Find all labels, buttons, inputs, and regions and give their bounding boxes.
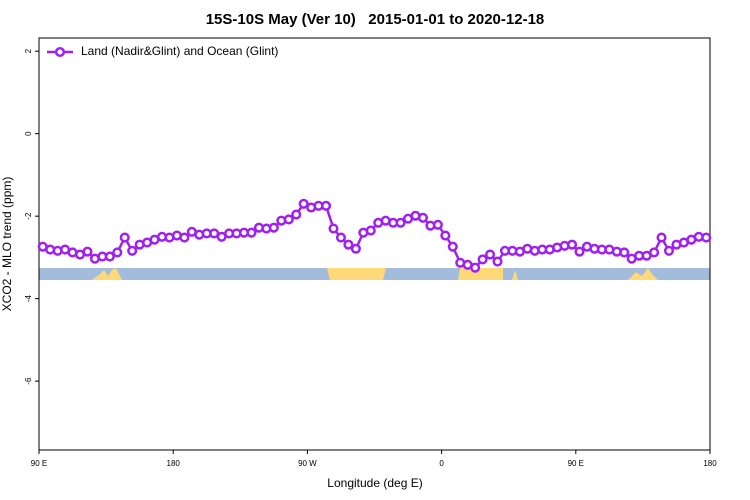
land-strip (458, 268, 503, 280)
y-axis-label: XCO2 - MLO trend (ppm) (0, 177, 14, 312)
x-axis-label: Longitude (deg E) (327, 476, 422, 490)
y-tick-label: -6 (24, 377, 33, 385)
data-point (447, 241, 458, 252)
land-strip (327, 268, 386, 280)
data-point (477, 254, 488, 265)
data-point (119, 232, 130, 243)
y-tick-label: -4 (24, 295, 33, 303)
data-point (417, 212, 429, 223)
data-point (328, 223, 339, 234)
surface-strip (39, 268, 710, 280)
data-point (470, 262, 481, 273)
data-point (663, 245, 675, 256)
data-point (82, 246, 93, 257)
data-point (619, 247, 630, 258)
data-point (320, 200, 332, 211)
x-tick-label: 0 (439, 459, 444, 468)
land-strip (628, 268, 658, 280)
data-point (432, 219, 443, 230)
data-point (291, 209, 302, 220)
data-point (649, 247, 660, 258)
data-point (701, 232, 712, 243)
x-tick-label: 180 (167, 459, 181, 468)
y-tick-label: -2 (24, 212, 33, 220)
chart-title: 15S-10S May (Ver 10) 2015-01-01 to 2020-… (206, 11, 545, 28)
x-tick-label: 90 W (298, 459, 317, 468)
data-point (440, 230, 451, 241)
data-point (298, 198, 309, 209)
legend-label: Land (Nadir&Glint) and Ocean (Glint) (81, 44, 278, 58)
x-tick-label: 90 E (568, 459, 584, 468)
data-point (567, 239, 578, 250)
land-strip (512, 270, 518, 280)
land-strip (92, 268, 122, 280)
data-point (104, 251, 115, 262)
data-point (268, 222, 279, 233)
data-point (246, 227, 257, 238)
data-point (485, 249, 496, 260)
data-point (395, 217, 406, 228)
data-point (127, 245, 138, 256)
data-point (283, 214, 294, 225)
data-point (574, 246, 585, 257)
data-point (179, 232, 190, 243)
data-point (343, 239, 354, 250)
legend-marker (54, 46, 66, 58)
y-tick-label: 0 (24, 131, 33, 136)
data-point (350, 243, 361, 254)
data-point (492, 256, 503, 267)
x-tick-label: 180 (703, 459, 717, 468)
y-tick-label: 2 (24, 48, 33, 53)
data-point (365, 225, 376, 236)
data-point (656, 232, 667, 243)
x-tick-label: 90 E (31, 459, 47, 468)
data-point (112, 247, 123, 258)
data-point (335, 232, 347, 243)
